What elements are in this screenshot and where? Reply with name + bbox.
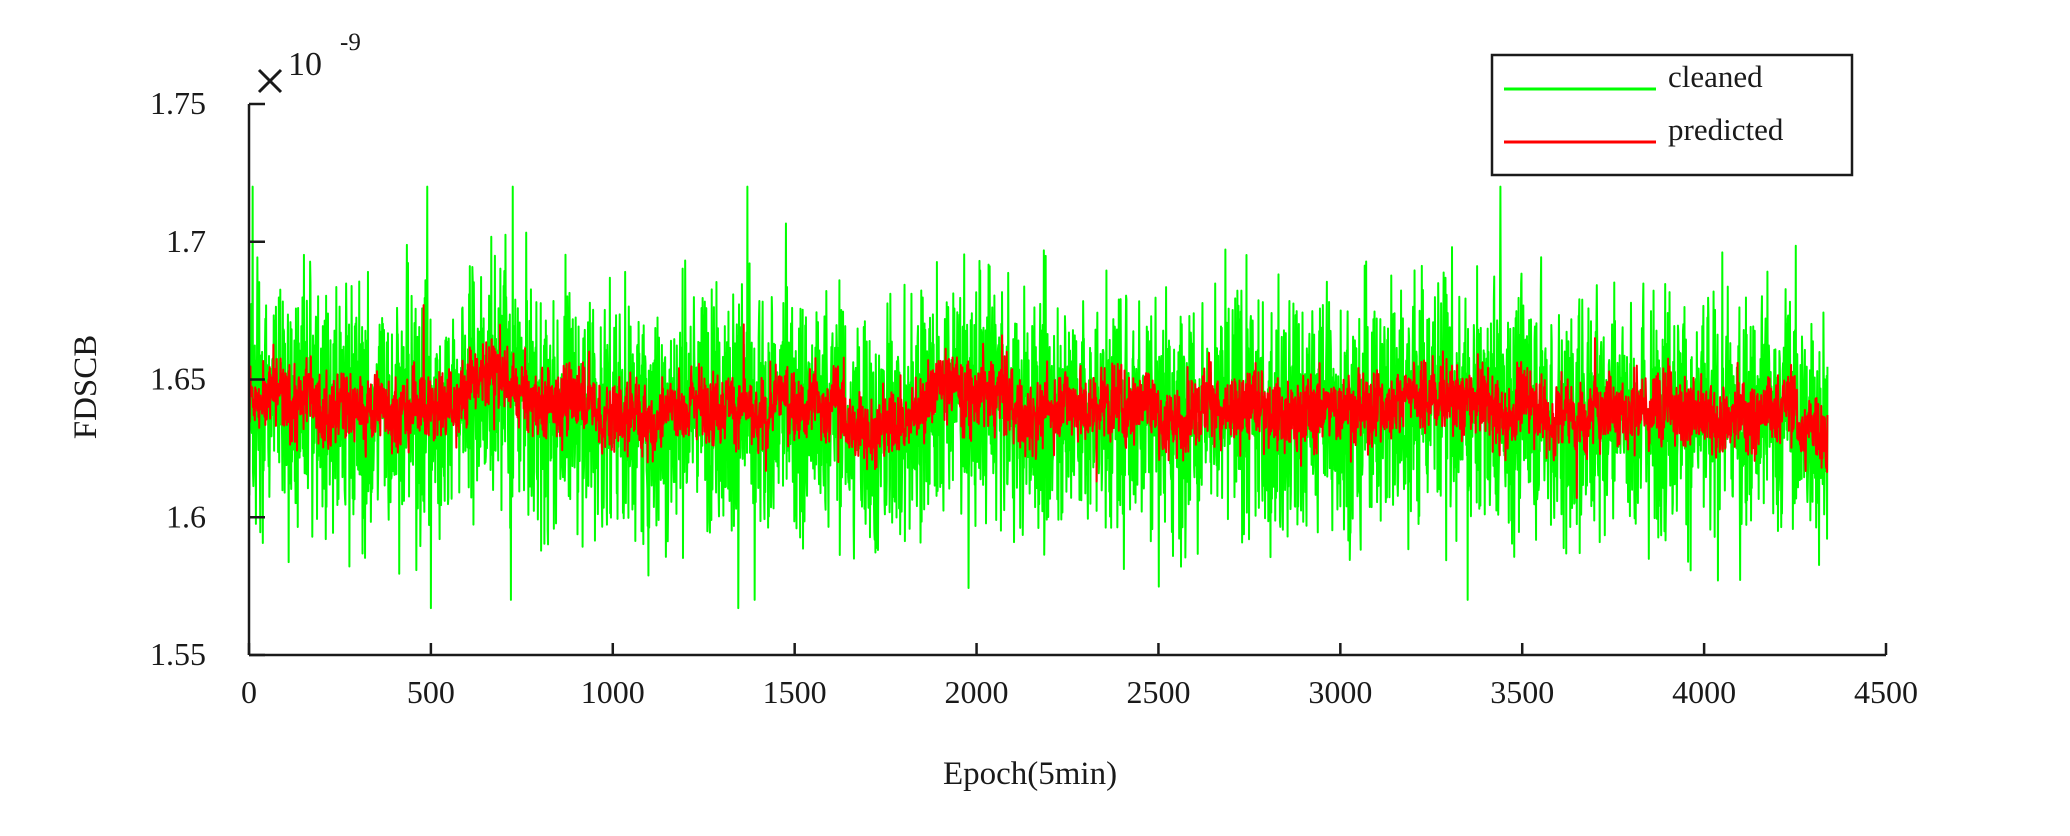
exponent-base: 10 (288, 46, 322, 83)
multiply-icon (257, 68, 283, 94)
legend-box (1490, 53, 1854, 177)
legend: cleaned predicted (1490, 53, 1854, 177)
y-tick-label: 1.65 (150, 361, 206, 397)
y-tick-label: 1.7 (166, 223, 206, 259)
y-tick-label: 1.75 (150, 85, 206, 121)
ticks-layer: 0 500 1000 1500 2000 2500 3000 3500 4000 4500 1.55… (150, 85, 1918, 710)
y-tick-label: 1.6 (166, 498, 206, 534)
x-tick-label: 0 (241, 674, 257, 710)
legend-label-cleaned: cleaned (1668, 59, 1763, 94)
x-tick-label: 3500 (1490, 674, 1554, 710)
x-tick-label: 2000 (945, 674, 1009, 710)
legend-label-predicted: predicted (1668, 112, 1784, 147)
y-tick-label: 1.55 (150, 636, 206, 672)
series-layer (248, 185, 1829, 610)
x-tick-label: 500 (407, 674, 455, 710)
x-tick-label: 3000 (1308, 674, 1372, 710)
x-tick-label: 1500 (763, 674, 827, 710)
y-axis-exponent: 10 -9 (257, 29, 361, 94)
series-line-predicted (248, 304, 1829, 499)
x-tick-label: 4000 (1672, 674, 1736, 710)
x-tick-label: 2500 (1126, 674, 1190, 710)
y-axis-title: FDSCB (68, 335, 104, 440)
exponent-power: -9 (340, 29, 361, 56)
x-tick-label: 4500 (1854, 674, 1918, 710)
x-axis-title: Epoch(5min) (943, 756, 1117, 792)
x-tick-label: 1000 (581, 674, 645, 710)
